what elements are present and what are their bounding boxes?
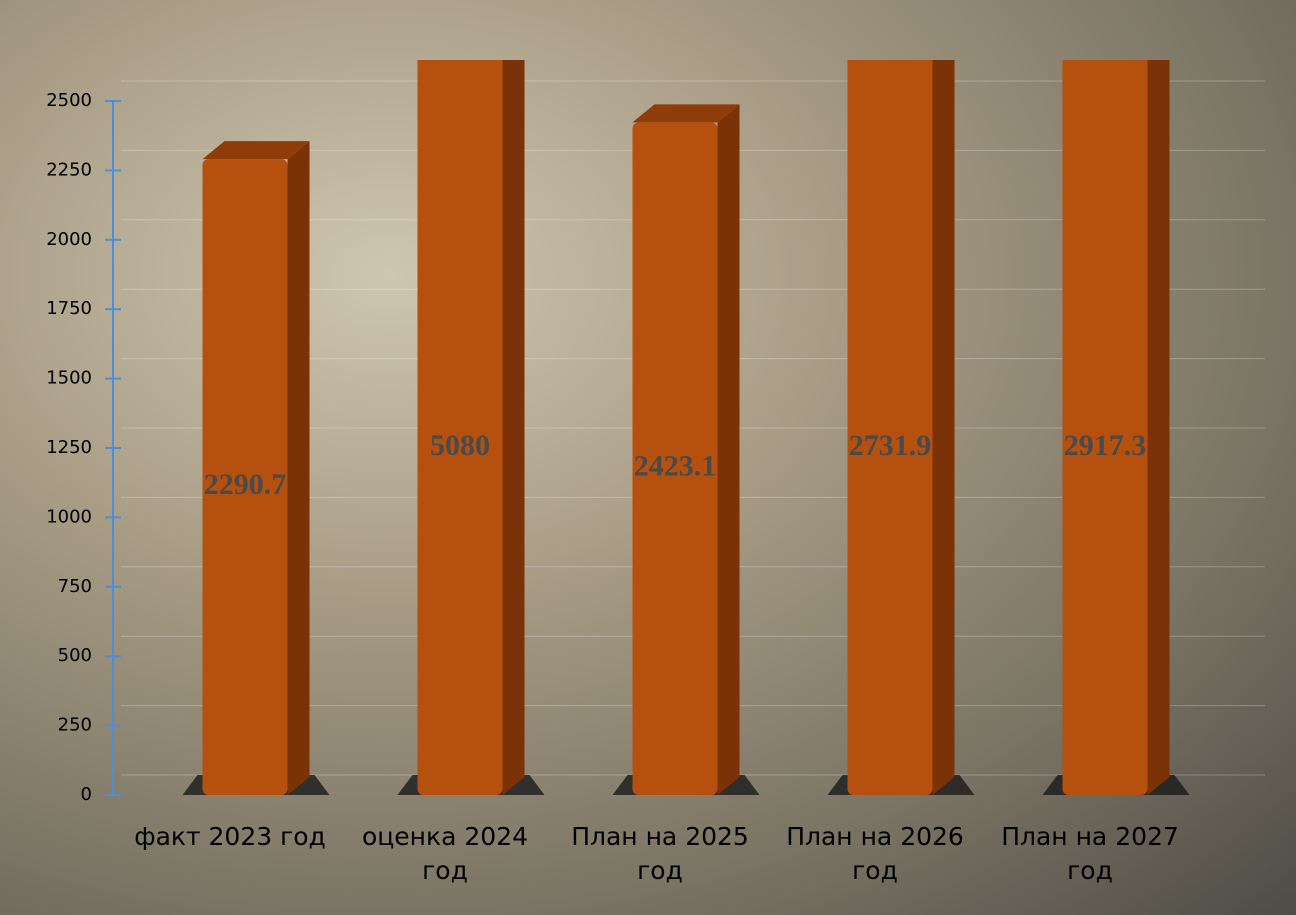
y-tick-label: 1500 xyxy=(46,368,92,389)
y-tick-label: 2000 xyxy=(46,229,92,250)
bar-side xyxy=(287,141,310,795)
bar-side xyxy=(1147,60,1170,795)
y-tick-label: 2250 xyxy=(46,159,92,180)
y-tick-label: 0 xyxy=(81,784,92,805)
y-tick-label: 2500 xyxy=(46,90,92,111)
x-tick-label: План на 2027 год xyxy=(1001,822,1179,885)
y-tick-label: 1750 xyxy=(46,298,92,319)
x-tick-label: факт 2023 год xyxy=(134,822,326,851)
y-tick-label: 250 xyxy=(58,715,92,736)
bar-top xyxy=(202,141,310,160)
x-tick-label: оценка 2024 год xyxy=(361,822,529,885)
plot-area xyxy=(182,19,1190,796)
value-label: 2290.7 xyxy=(204,468,287,501)
y-tick-label: 1000 xyxy=(46,506,92,527)
y-tick-label: 500 xyxy=(58,645,92,666)
x-tick-label: План на 2026 год xyxy=(786,822,964,885)
bar xyxy=(632,122,718,796)
bar xyxy=(202,159,288,795)
bar xyxy=(417,60,503,795)
bar-top xyxy=(632,104,740,123)
bar-top xyxy=(848,19,955,37)
value-label: 2917.3 xyxy=(1064,429,1147,462)
bar-side xyxy=(932,60,955,795)
value-label: 2731.9 xyxy=(849,429,932,462)
bar xyxy=(1062,60,1148,795)
value-label: 5080 xyxy=(430,429,490,462)
bar-side xyxy=(502,60,525,795)
bar xyxy=(847,60,933,795)
y-tick-label: 1250 xyxy=(46,437,92,458)
value-label: 2423.1 xyxy=(634,450,717,483)
bar-side xyxy=(717,104,740,796)
x-tick-label: План на 2025 год xyxy=(571,822,749,885)
y-tick-label: 750 xyxy=(58,576,92,597)
